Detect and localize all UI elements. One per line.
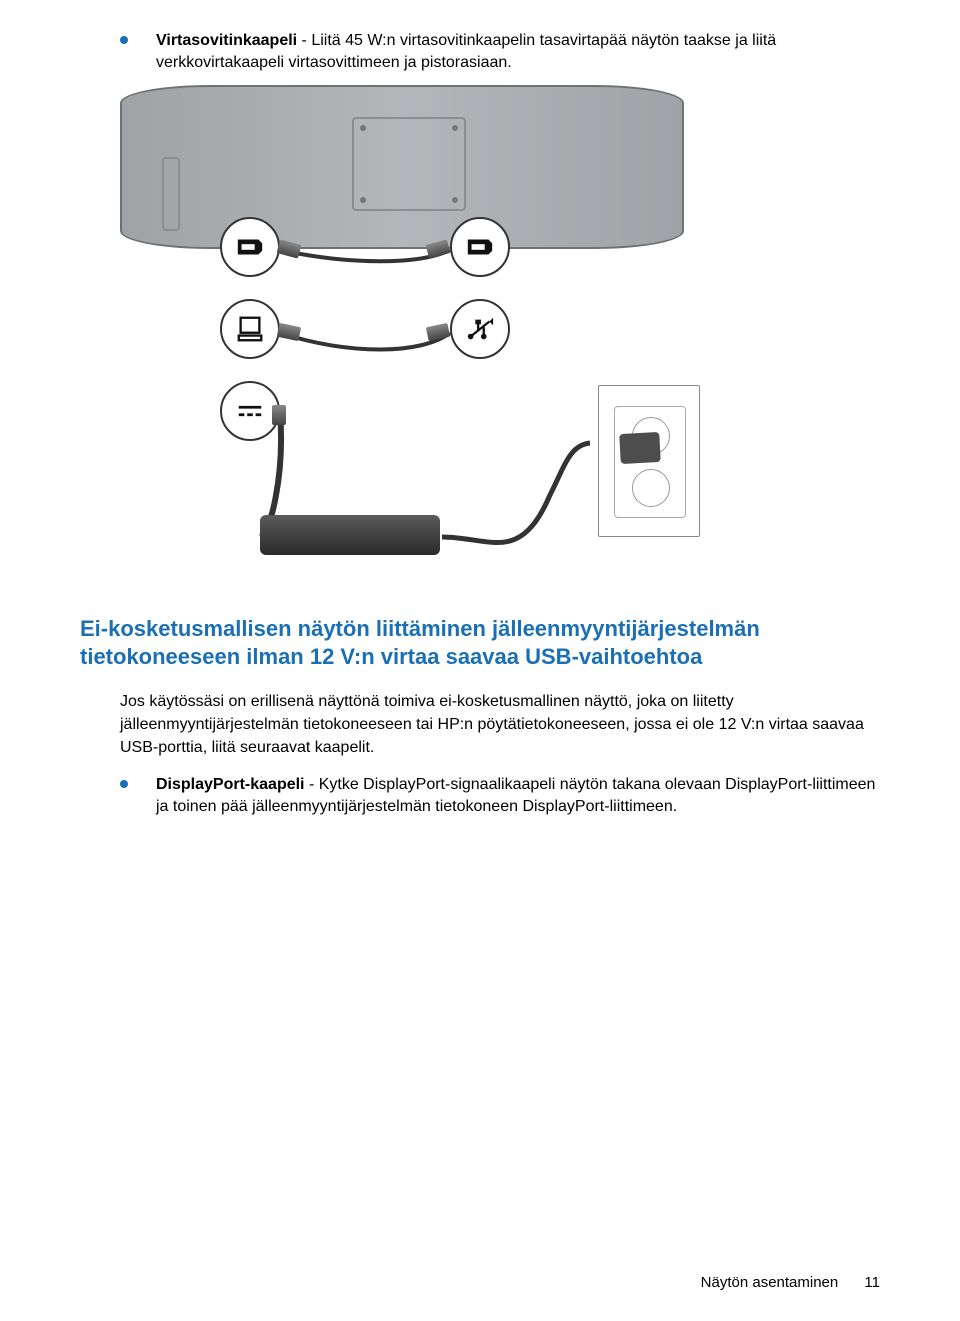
paragraph-1: Jos käytössäsi on erillisenä näyttönä to… <box>120 690 880 760</box>
bullet-dot-icon <box>120 36 128 44</box>
footer-section: Näytön asentaminen <box>701 1274 839 1291</box>
bullet1-text: Virtasovitinkaapeli - Liitä 45 W:n virta… <box>156 30 880 75</box>
power-plug-icon <box>619 432 661 464</box>
bullet2-text: DisplayPort-kaapeli - Kytke DisplayPort-… <box>156 774 880 819</box>
dc-connector <box>272 405 286 425</box>
bullet1-bold: Virtasovitinkaapeli <box>156 32 297 49</box>
bullet-displayport: DisplayPort-kaapeli - Kytke DisplayPort-… <box>120 774 880 819</box>
bullet-dot-icon <box>120 780 128 788</box>
section-heading: Ei-kosketusmallisen näytön liittäminen j… <box>80 615 880 672</box>
footer-page-number: 11 <box>864 1274 880 1291</box>
page-footer: Näytön asentaminen 11 <box>701 1274 880 1291</box>
bullet2-bold: DisplayPort-kaapeli <box>156 776 305 793</box>
bullet-virtasovitinkaapeli: Virtasovitinkaapeli - Liitä 45 W:n virta… <box>120 30 880 75</box>
connection-diagram <box>120 85 720 585</box>
power-adapter-icon <box>260 515 440 555</box>
